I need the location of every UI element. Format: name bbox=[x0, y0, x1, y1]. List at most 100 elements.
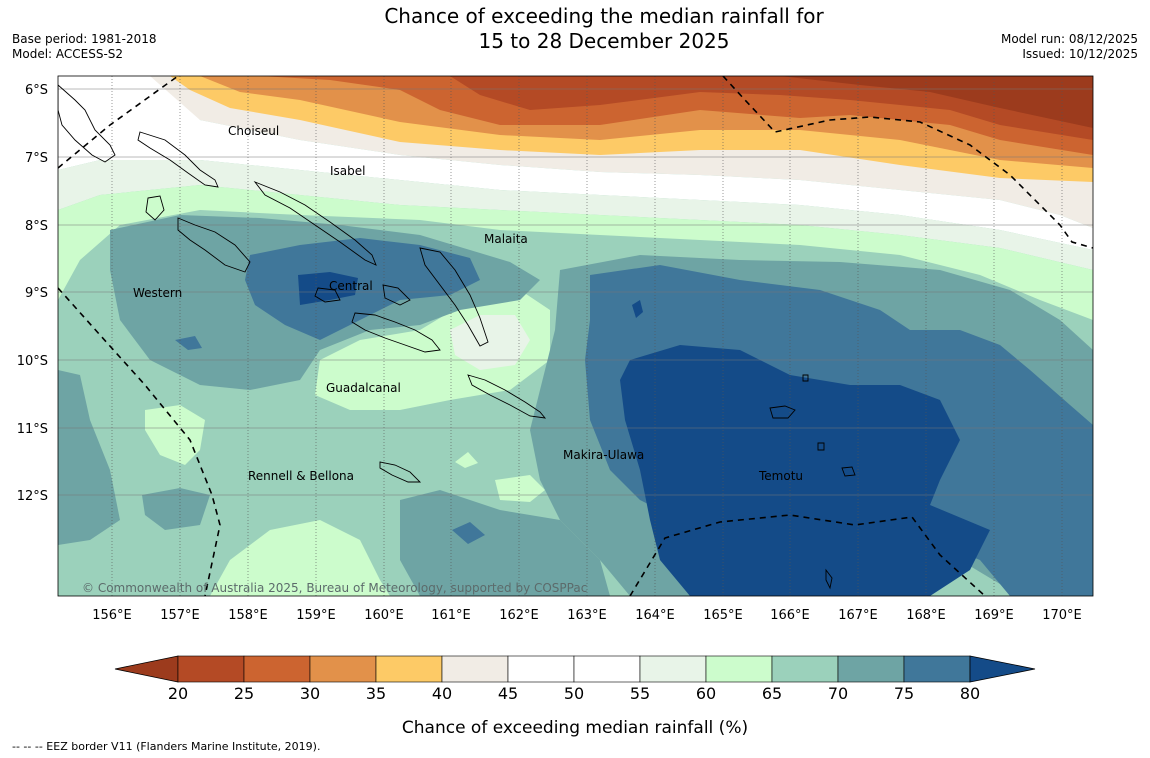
lon-label: 158°E bbox=[228, 608, 268, 623]
lat-label: 7°S bbox=[25, 151, 48, 166]
patch-60-65-small bbox=[455, 452, 478, 468]
lon-label: 159°E bbox=[296, 608, 336, 623]
lon-label: 161°E bbox=[431, 608, 471, 623]
colorbar-segment bbox=[837, 655, 905, 683]
colorbar-extend-low bbox=[114, 655, 179, 683]
lat-label: 6°S bbox=[25, 83, 48, 98]
lon-label: 163°E bbox=[567, 608, 607, 623]
colorbar-tick-label: 35 bbox=[365, 684, 387, 703]
band-80-plus-east bbox=[620, 345, 990, 596]
map-frame bbox=[57, 75, 1094, 597]
makira-coast bbox=[467, 374, 547, 419]
colorbar-tick-label: 75 bbox=[893, 684, 915, 703]
lon-label: 162°E bbox=[499, 608, 539, 623]
colorbar-tick-label: 30 bbox=[299, 684, 321, 703]
lat-label: 8°S bbox=[25, 219, 48, 234]
colorbar-tick-label: 20 bbox=[167, 684, 189, 703]
lat-label: 10°S bbox=[17, 354, 48, 369]
colorbar-segment bbox=[309, 655, 377, 683]
colorbar-tick-label: 40 bbox=[431, 684, 453, 703]
band-75-80-small bbox=[175, 336, 202, 350]
label-temotu: Temotu bbox=[758, 469, 803, 483]
label-isabel: Isabel bbox=[330, 164, 365, 178]
lon-label: 167°E bbox=[838, 608, 878, 623]
place-labels: Choiseul Isabel Malaita Western Central … bbox=[133, 124, 803, 483]
lon-label: 170°E bbox=[1042, 608, 1082, 623]
lon-label: 157°E bbox=[160, 608, 200, 623]
band-70-75-sw bbox=[58, 370, 120, 545]
temotu-islet-1 bbox=[817, 442, 825, 451]
copyright-notice: © Commonwealth of Australia 2025, Bureau… bbox=[82, 581, 587, 595]
nggela-coast bbox=[382, 284, 411, 306]
colorbar-tick-label: 80 bbox=[959, 684, 981, 703]
model-run: Model run: 08/12/2025 bbox=[1000, 32, 1138, 46]
patch-60-65-south bbox=[210, 520, 390, 596]
band-75-80-west bbox=[245, 238, 480, 340]
colorbar-tick-label: 65 bbox=[761, 684, 783, 703]
colorbar-segment bbox=[507, 655, 575, 683]
colorbar bbox=[114, 655, 1036, 683]
lon-label: 166°E bbox=[770, 608, 810, 623]
label-rennell-bellona: Rennell & Bellona bbox=[248, 469, 354, 483]
lon-label: 156°E bbox=[92, 608, 132, 623]
band-70-75-patch bbox=[142, 488, 210, 530]
eez-footnote: -- -- -- EEZ border V11 (Flanders Marine… bbox=[12, 740, 321, 753]
lat-axis: 6°S 7°S 8°S 9°S 10°S 11°S 12°S bbox=[17, 83, 48, 504]
band-55-60 bbox=[58, 160, 1093, 270]
model-info: Base period: 1981-2018 Model: ACCESS-S2 bbox=[12, 32, 157, 62]
colorbar-segment bbox=[903, 655, 971, 683]
graticule-lat bbox=[58, 88, 1093, 496]
guadalcanal-coast bbox=[351, 312, 441, 353]
lon-label: 164°E bbox=[635, 608, 675, 623]
lon-label: 165°E bbox=[703, 608, 743, 623]
title-line-2: 15 to 28 December 2025 bbox=[478, 29, 730, 53]
label-choiseul: Choiseul bbox=[228, 124, 279, 138]
colorbar-segment bbox=[573, 655, 641, 683]
model-name: Model: ACCESS-S2 bbox=[12, 47, 124, 61]
colorbar-tick-label: 60 bbox=[695, 684, 717, 703]
lat-label: 9°S bbox=[25, 286, 48, 301]
central-islet-coast bbox=[314, 287, 341, 303]
isabel-coast bbox=[253, 180, 377, 266]
map-title: Chance of exceeding the median rainfall … bbox=[0, 4, 1150, 54]
lat-label: 11°S bbox=[17, 422, 48, 437]
colorbar-tick-label: 45 bbox=[497, 684, 519, 703]
colorbar-tick-label: 25 bbox=[233, 684, 255, 703]
lat-label: 12°S bbox=[17, 489, 48, 504]
label-guadalcanal: Guadalcanal bbox=[326, 381, 401, 395]
lon-label: 168°E bbox=[906, 608, 946, 623]
label-central: Central bbox=[329, 279, 373, 293]
colorbar-tick-label: 70 bbox=[827, 684, 849, 703]
run-info: Model run: 08/12/2025 Issued: 10/12/2025 bbox=[1001, 32, 1138, 62]
temotu-islet-3 bbox=[802, 374, 809, 382]
malaita-coast bbox=[419, 247, 489, 347]
temotu-islet-2 bbox=[841, 466, 856, 477]
title-line-1: Chance of exceeding the median rainfall … bbox=[384, 4, 824, 28]
eez-border bbox=[58, 76, 1093, 596]
label-makira-ulawa: Makira-Ulawa bbox=[563, 448, 644, 462]
colorbar-extend-high bbox=[969, 655, 1036, 683]
santa-cruz-coast bbox=[769, 405, 796, 419]
colorbar-segment bbox=[771, 655, 839, 683]
western-islet-coast bbox=[145, 195, 165, 221]
rennell-coast bbox=[379, 461, 422, 483]
new-georgia-coast bbox=[177, 217, 251, 273]
colorbar-segment bbox=[177, 655, 245, 683]
colorbar-segment bbox=[375, 655, 443, 683]
base-period: Base period: 1981-2018 bbox=[12, 32, 157, 46]
colorbar-segment bbox=[639, 655, 707, 683]
band-70-75-south bbox=[400, 490, 610, 596]
colorbar-segment bbox=[705, 655, 773, 683]
band-80-plus-central bbox=[298, 272, 358, 305]
colorbar-tick-label: 50 bbox=[563, 684, 585, 703]
temotu-islet-4 bbox=[825, 568, 833, 590]
lon-label: 160°E bbox=[364, 608, 404, 623]
colorbar-segment bbox=[441, 655, 509, 683]
colorbar-segment bbox=[243, 655, 311, 683]
label-malaita: Malaita bbox=[484, 232, 528, 246]
band-60-65 bbox=[58, 185, 1093, 320]
bougainville-coast bbox=[58, 84, 116, 163]
label-western: Western bbox=[133, 286, 182, 300]
coastlines bbox=[58, 84, 856, 590]
